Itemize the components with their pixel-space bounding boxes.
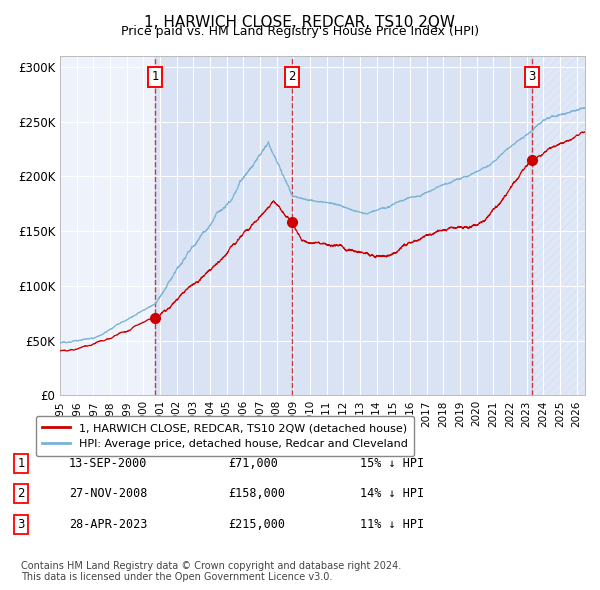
- Text: 1: 1: [151, 70, 159, 83]
- Bar: [155, 56, 292, 395]
- Text: £215,000: £215,000: [228, 518, 285, 531]
- Text: 14% ↓ HPI: 14% ↓ HPI: [360, 487, 424, 500]
- Text: 1: 1: [17, 457, 25, 470]
- Text: 3: 3: [529, 70, 536, 83]
- Text: Price paid vs. HM Land Registry's House Price Index (HPI): Price paid vs. HM Land Registry's House …: [121, 25, 479, 38]
- Text: Contains HM Land Registry data © Crown copyright and database right 2024.
This d: Contains HM Land Registry data © Crown c…: [21, 560, 401, 582]
- Text: 3: 3: [17, 518, 25, 531]
- Legend: 1, HARWICH CLOSE, REDCAR, TS10 2QW (detached house), HPI: Average price, detache: 1, HARWICH CLOSE, REDCAR, TS10 2QW (deta…: [35, 415, 415, 456]
- Text: 2: 2: [17, 487, 25, 500]
- Text: 27-NOV-2008: 27-NOV-2008: [69, 487, 148, 500]
- Text: 13-SEP-2000: 13-SEP-2000: [69, 457, 148, 470]
- Text: £158,000: £158,000: [228, 487, 285, 500]
- Text: £71,000: £71,000: [228, 457, 278, 470]
- Text: 1, HARWICH CLOSE, REDCAR, TS10 2QW: 1, HARWICH CLOSE, REDCAR, TS10 2QW: [145, 15, 455, 30]
- Text: 11% ↓ HPI: 11% ↓ HPI: [360, 518, 424, 531]
- Text: 2: 2: [288, 70, 296, 83]
- Bar: [532, 56, 585, 395]
- Text: 28-APR-2023: 28-APR-2023: [69, 518, 148, 531]
- Text: 15% ↓ HPI: 15% ↓ HPI: [360, 457, 424, 470]
- Bar: [292, 56, 532, 395]
